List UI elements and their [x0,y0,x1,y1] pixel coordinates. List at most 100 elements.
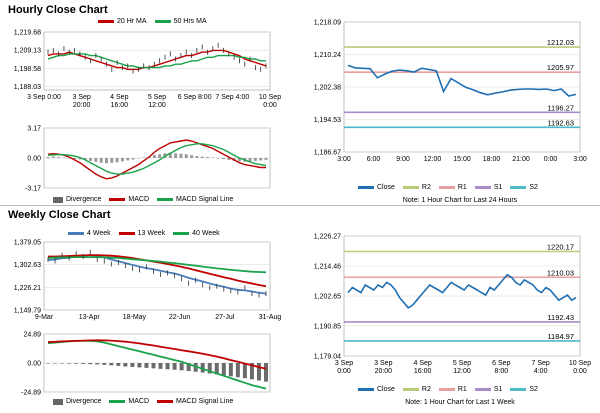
weekly-macd-divergence-bar [74,363,79,364]
weekly-macd-panel: 24.89 0.00 -24.89 Divergence MACD MACD Sig… [8,330,278,412]
weekly-macd-divergence-bar [137,363,142,368]
hourly-ma-plot-area [43,31,271,91]
hourly-macd-divergence-bar [104,158,108,164]
svg-weekly-close-x-tick-label: 7 Sep [532,360,550,367]
weekly-macd-divergence-bar [95,363,100,365]
hourly-macd-line [47,139,266,180]
weekly-ma-x-tick-label: 13-Apr [79,314,101,321]
legend-label-r2: R2 [421,184,431,191]
svg-weekly-close-x-tick-label: 3 Sep [335,360,353,367]
hourly-ma-x-tick-label: 5 Sep [148,94,166,101]
legend-label-divergence: Divergence [66,196,102,203]
hourly-macd-divergence-bar [142,157,146,159]
weekly-macd-divergence-bar [130,363,135,367]
legend-swatch-macd [109,198,126,201]
svg-weekly-close-y-tick-label: 1,214.46 [314,264,341,271]
legend-label-macd: MACD [128,196,150,203]
legend-label-w-divergence: Divergence [66,398,102,405]
hourly-macd-signal-line [47,143,267,175]
legend-swatch-w-divergence [53,398,63,405]
svg-weekly-close-level-r1-label: 1210.03 [547,268,574,277]
legend-swatch-close [358,186,374,189]
hourly-ma-x-tick-label: 4 Sep [110,94,128,101]
legend-swatch-w-macd [109,400,126,403]
svg-hourly-close-x-tick-label: 6:00 [367,156,381,163]
weekly-macd-y-tick-label: -24.89 [21,390,41,397]
weekly-macd-divergence-bar [102,363,107,365]
svg-hourly-close-x-tick-label: 18:00 [483,156,501,163]
hourly-macd-divergence-bar [195,156,199,158]
hourly-macd-divergence-bar [227,158,231,160]
weekly-ma-x-tick-label: 31-Aug [259,314,282,321]
legend-swatch-w-r2 [402,388,419,391]
svg-hourly-close-close-line [347,64,577,97]
legend-swatch-40week [173,232,190,235]
hourly-ma-x-tick-label: 12:00 [148,102,166,109]
legend-label-40week: 40 Week [192,230,220,237]
weekly-macd-divergence-bar [151,363,156,369]
weekly-macd-divergence-bar [60,363,65,364]
legend-swatch-signal [157,198,174,201]
hourly-macd-divergence-bar [94,158,98,162]
weekly-macd-divergence-bar [53,363,58,364]
svg-hourly-close-y-tick-label: 1,218.09 [314,20,341,27]
svg-hourly-close-y-tick-label: 1,194.53 [314,117,341,124]
hourly-macd-divergence-bar [136,158,140,159]
weekly-macd-divergence-bar [172,363,177,370]
svg-hourly-close-x-tick-label: 3:00 [573,156,587,163]
hourly-ma-series-line [47,53,266,69]
weekly-ma-y-tick-label: 1,149.79 [14,308,41,315]
weekly-close-panel: 1,226.27 1,214.46 1,202.65 1,190.85 1,179.04… [300,228,596,412]
svg-weekly-close-level-r2-label: 1220.17 [547,242,574,251]
hourly-macd-divergence-bar [62,157,66,159]
weekly-close-chart: 1,226.27 1,214.46 1,202.65 1,190.85 1,179.04… [314,234,591,376]
weekly-ma-y-tick-label: 1,379.05 [14,240,41,247]
weekly-ma-x-tick-label: 27-Jul [215,314,235,321]
hourly-ma-x-tick-label: 3 Sep 0:00 [27,94,61,101]
legend-swatch-w-close [358,388,374,391]
hourly-macd-divergence-bar [57,157,61,158]
hourly-macd-divergence-bar [46,157,50,158]
legend-swatch-r2 [402,186,419,189]
hourly-macd-divergence-bar [110,158,114,163]
hourly-ma-y-tick-label: 1,188.03 [14,84,41,91]
weekly-macd-divergence-bar [221,363,226,376]
weekly-macd-divergence-bar [158,363,163,369]
svg-hourly-close-x-tick-label: 15:00 [453,156,471,163]
legend-swatch-w-s2 [510,388,527,391]
weekly-macd-divergence-bar [242,363,247,379]
svg-hourly-close-x-tick-label: 21:00 [512,156,530,163]
hourly-macd-panel: 3.17 0.00 -3.17 Divergence MACD MACD Signa… [8,122,278,210]
weekly-ma-x-tick-label: 18-May [123,314,147,321]
section-divider [0,205,600,206]
hourly-ma-y-tick-label: 1,198.58 [14,66,41,73]
svg-weekly-close-x-tick-label: 0:00 [573,368,587,375]
svg-hourly-close-y-tick-label: 1,202.38 [314,85,341,92]
svg-weekly-close-x-tick-label: 0:00 [337,368,351,375]
svg-hourly-close-x-tick-label: 9:00 [396,156,410,163]
legend-swatch-s2 [510,186,527,189]
hourly-macd-divergence-bar [120,158,124,162]
legend-swatch-w-s1 [474,388,491,391]
hourly-macd-divergence-bar [253,158,257,161]
weekly-macd-legend: Divergence MACD MACD Signal Line [53,398,233,405]
svg-weekly-close-x-tick-label: 16:00 [414,368,432,375]
svg-hourly-close-level-r1-label: 1205.97 [547,63,574,72]
legend-label-s2: S2 [529,184,538,191]
hourly-macd-divergence-bar [73,158,77,159]
hourly-macd-divergence-bar [168,152,172,158]
svg-hourly-close-level-r2-label: 1212.03 [547,38,574,47]
hourly-macd-y-tick-label: 3.17 [27,126,41,133]
svg-weekly-close-close-line [347,273,577,309]
hourly-macd-divergence-bar [190,155,194,158]
weekly-macd-divergence-bar [165,363,170,370]
weekly-macd-divergence-bar [109,363,114,366]
hourly-macd-divergence-bar [152,155,156,158]
weekly-macd-divergence-bar [200,363,205,373]
legend-label-w-s1: S1 [493,386,503,393]
weekly-macd-divergence-bar [67,363,72,364]
legend-label-20hr: 20 Hr MA [117,18,147,25]
legend-swatch-50hr [154,20,171,23]
hourly-macd-divergence-bar [259,158,263,161]
weekly-close-legend: Close R2 R1 S1 S2 [358,386,538,393]
